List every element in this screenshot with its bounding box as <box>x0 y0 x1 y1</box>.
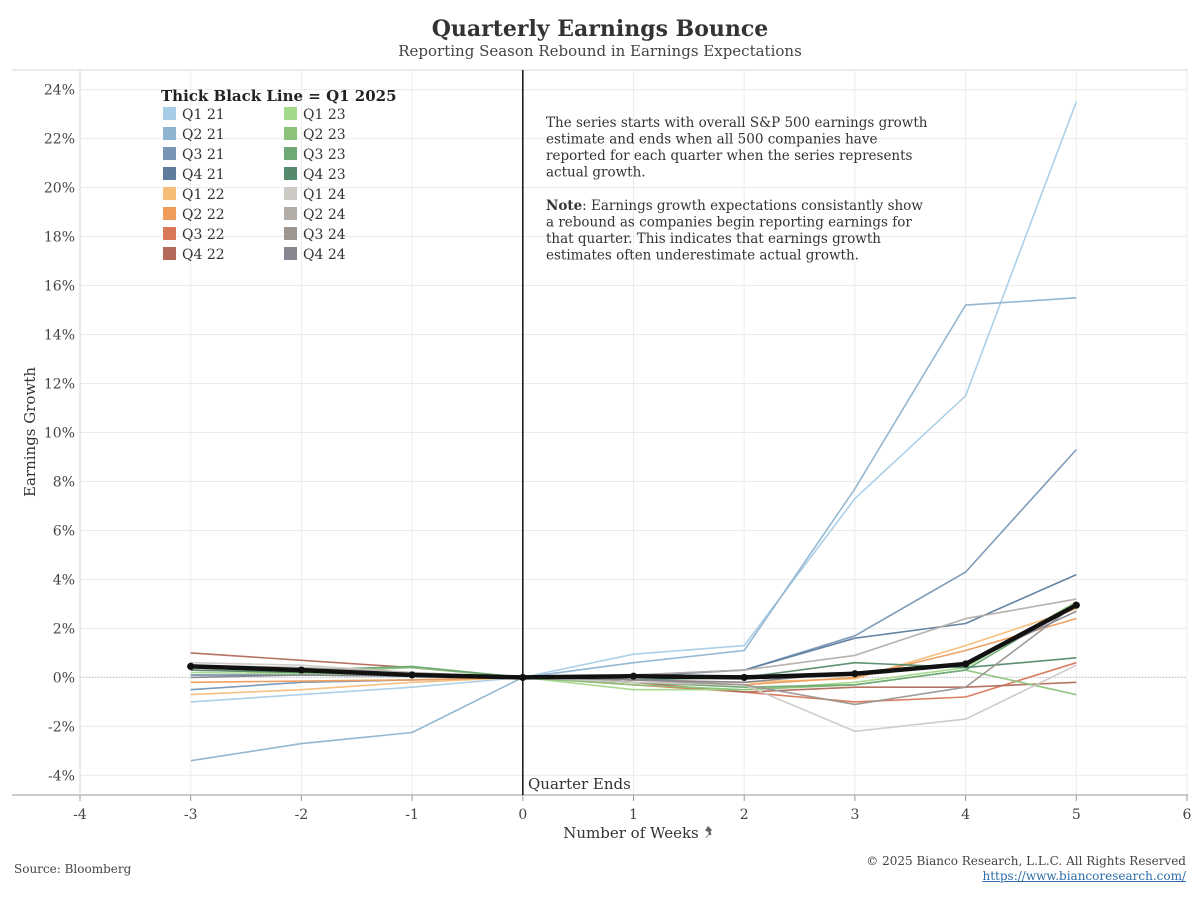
note-bold: Note <box>546 198 582 214</box>
legend-label: Q1 23 <box>303 107 346 123</box>
q1-2025-point <box>629 672 638 680</box>
website-link[interactable]: https://www.biancoresearch.com/ <box>982 869 1186 883</box>
note-line: a rebound as companies begin reporting e… <box>546 215 912 231</box>
y-tick-label: 16% <box>44 279 75 295</box>
y-axis-ticks: -4% -2% 0% 2% 4% 6% 8% 10% 12% 14% 16% 18% 20% 22% 24% <box>44 83 75 785</box>
x-axis-label: Number of Weeks <box>563 824 699 842</box>
copyright-note: © 2025 Bianco Research, L.L.C. All Right… <box>866 854 1186 868</box>
q1-2025-point <box>187 662 195 671</box>
legend-swatch <box>163 227 176 240</box>
legend-swatch <box>284 187 297 200</box>
note-line: actual growth. <box>546 165 646 181</box>
y-tick-label: 4% <box>53 572 75 588</box>
legend: Thick Black Line = Q1 2025 Q1 21 Q2 21 Q3 2… <box>161 87 397 263</box>
q1-2025-point <box>519 673 527 682</box>
legend-label: Q3 23 <box>303 147 346 163</box>
legend-label: Q3 24 <box>303 227 346 243</box>
pin-icon[interactable] <box>705 826 712 838</box>
x-tick-label: 1 <box>629 807 638 823</box>
legend-label: Q4 24 <box>303 247 346 263</box>
note-line: reported for each quarter when the serie… <box>546 148 913 164</box>
y-tick-label: 0% <box>53 670 75 686</box>
legend-label: Q2 24 <box>303 207 346 223</box>
note-annotation: The series starts with overall S&P 500 e… <box>546 115 928 264</box>
series-line <box>190 101 1078 703</box>
y-tick-label: 14% <box>44 328 75 344</box>
note-line: estimate and ends when all 500 companies… <box>546 132 877 148</box>
legend-swatch <box>284 107 297 120</box>
legend-swatch <box>163 127 176 140</box>
y-tick-label: 18% <box>44 230 75 246</box>
x-tick-label: 5 <box>1072 807 1081 823</box>
y-tick-label: 10% <box>44 426 75 442</box>
x-tick-label: -2 <box>295 807 309 823</box>
legend-swatch <box>163 187 176 200</box>
x-tick-label: -4 <box>73 807 87 823</box>
legend-label: Q2 21 <box>182 127 225 143</box>
q1-2025-point <box>962 660 970 668</box>
x-tick-label: 6 <box>1183 807 1192 823</box>
legend-swatch <box>163 207 176 220</box>
legend-swatch <box>163 107 176 120</box>
q1-2025-point <box>297 666 305 674</box>
source-note: Source: Bloomberg <box>14 862 132 876</box>
note-line: The series starts with overall S&P 500 e… <box>546 115 928 131</box>
legend-label: Q2 22 <box>182 207 225 223</box>
y-tick-label: 12% <box>44 377 75 393</box>
x-tick-label: 0 <box>518 807 527 823</box>
legend-swatch <box>284 207 297 220</box>
legend-label: Q4 23 <box>303 167 346 183</box>
legend-title: Thick Black Line = Q1 2025 <box>161 87 397 105</box>
series-line <box>190 297 1077 762</box>
chart-title: Quarterly Earnings Bounce <box>431 16 769 42</box>
y-tick-label: 22% <box>44 132 75 148</box>
y-tick-label: 20% <box>44 181 75 197</box>
legend-swatch <box>284 227 297 240</box>
legend-swatch <box>284 247 297 260</box>
legend-label: Q2 23 <box>303 127 346 143</box>
chart-subtitle: Reporting Season Rebound in Earnings Exp… <box>398 42 802 60</box>
legend-swatch <box>163 147 176 160</box>
legend-swatch <box>284 147 297 160</box>
q1-2025-point <box>1072 601 1080 609</box>
legend-label: Q3 22 <box>182 227 225 243</box>
y-tick-label: 8% <box>53 474 75 490</box>
x-tick-label: -3 <box>184 807 198 823</box>
legend-swatch <box>163 247 176 260</box>
series-lines <box>187 101 1080 762</box>
x-tick-label: 4 <box>961 807 970 823</box>
legend-label: Q3 21 <box>182 147 225 163</box>
y-tick-label: 24% <box>44 83 75 99</box>
series-line <box>190 661 1077 733</box>
note-rest: : Earnings growth expectations consistan… <box>582 198 923 214</box>
legend-label: Q4 22 <box>182 247 225 263</box>
y-tick-label: 6% <box>53 523 75 539</box>
y-tick-label: -4% <box>48 768 75 784</box>
note-line: that quarter. This indicates that earnin… <box>546 231 881 247</box>
y-tick-label: 2% <box>53 621 75 637</box>
legend-swatch <box>163 167 176 180</box>
x-tick-label: 2 <box>740 807 749 823</box>
note-line: estimates often underestimate actual gro… <box>546 248 859 264</box>
legend-label: Q4 21 <box>182 167 225 183</box>
quarter-ends-label: Quarter Ends <box>528 775 631 793</box>
x-tick-label: -1 <box>405 807 419 823</box>
note-line: Note: Earnings growth expectations consi… <box>546 198 923 214</box>
q1-2025-point <box>740 673 748 682</box>
legend-label: Q1 22 <box>182 187 225 203</box>
legend-label: Q1 21 <box>182 107 225 123</box>
legend-label: Q1 24 <box>303 187 346 203</box>
y-tick-label: -2% <box>48 719 75 735</box>
q1-2025-point <box>408 671 416 679</box>
legend-swatch <box>284 167 297 180</box>
y-axis-label: Earnings Growth <box>21 367 39 497</box>
q1-2025-point <box>851 670 859 678</box>
series-line <box>190 600 1077 691</box>
x-tick-label: 3 <box>850 807 859 823</box>
legend-swatch <box>284 127 297 140</box>
x-axis-ticks: -4 -3 -2 -1 0 1 2 3 4 5 6 <box>73 795 1192 823</box>
